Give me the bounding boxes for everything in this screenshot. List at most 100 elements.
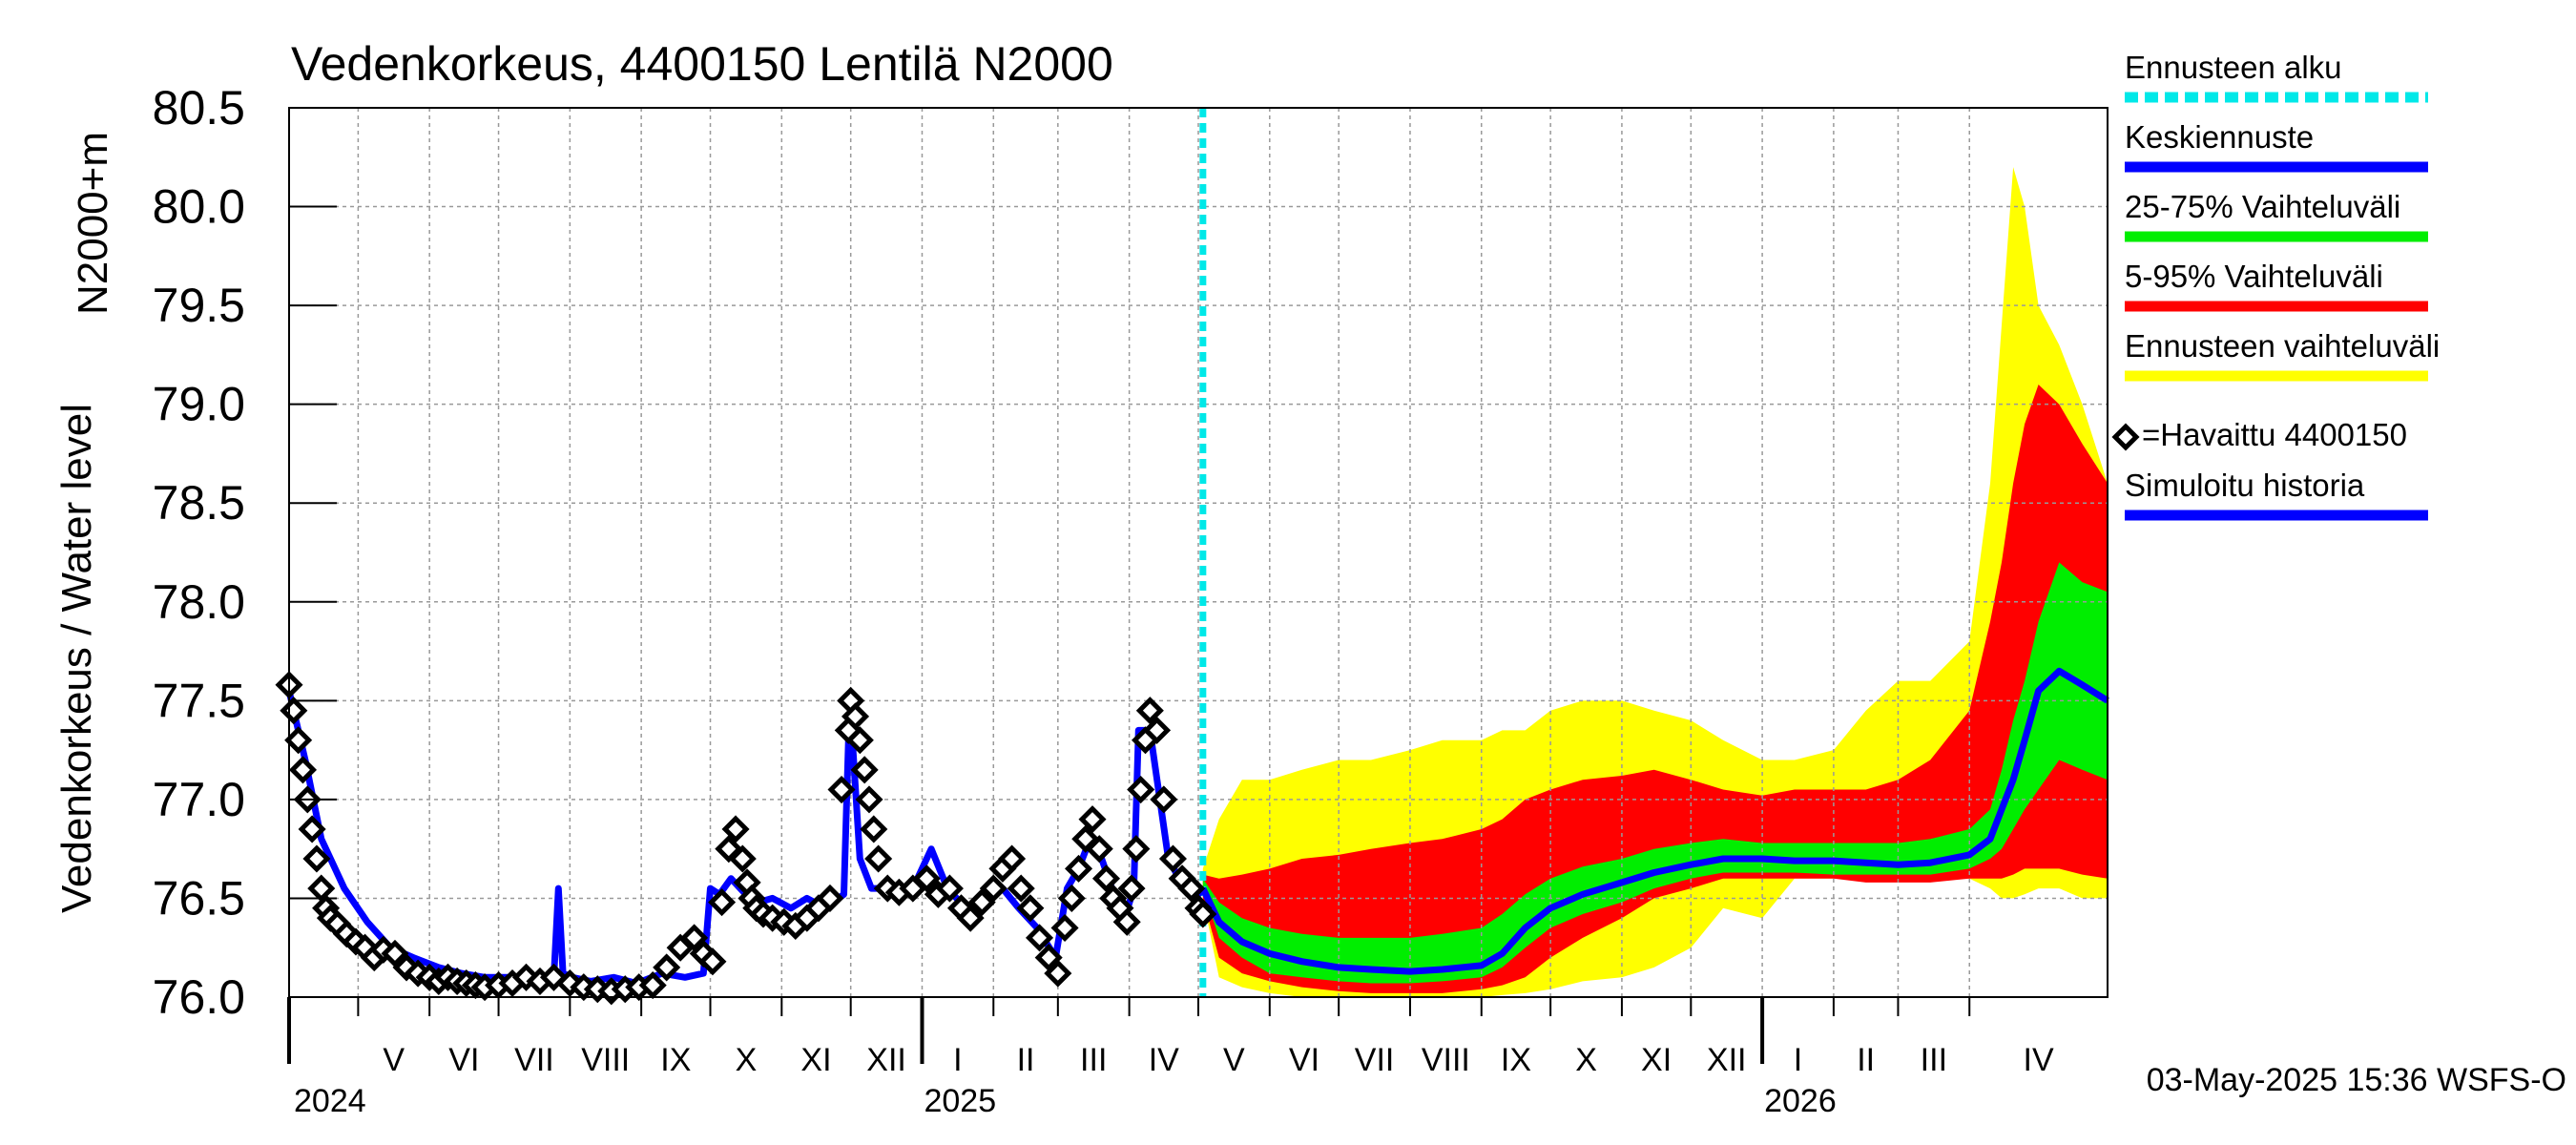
month-label-14: VII [1355, 1042, 1395, 1078]
observed-point [956, 904, 985, 932]
observed-point [845, 726, 874, 755]
month-label-6: XI [800, 1042, 831, 1078]
month-label-15: VIII [1422, 1042, 1470, 1078]
observed-point [912, 864, 941, 893]
y-axis-label-unit: N2000+m [70, 132, 116, 315]
month-label-7: XII [866, 1042, 906, 1078]
observed-point [1122, 835, 1151, 864]
month-label-10: III [1080, 1042, 1107, 1078]
footer-timestamp: 03-May-2025 15:36 WSFS-O [2147, 1062, 2566, 1098]
year-label-1: 2025 [924, 1083, 996, 1119]
observed-point [841, 702, 870, 731]
observed-point [1177, 874, 1206, 903]
legend-item-label-0: Ennusteen alku [2125, 50, 2342, 85]
y-tick-label-6: 77.5 [153, 674, 245, 727]
month-label-5: X [736, 1042, 758, 1078]
observed-point [1034, 944, 1063, 972]
observed-point [855, 785, 883, 814]
observed-point [1016, 894, 1045, 923]
observed-point [728, 844, 757, 873]
y-tick-label-7: 77.0 [153, 773, 245, 826]
observed-point [280, 697, 308, 725]
observed-point [1007, 874, 1035, 903]
month-label-23: IV [2024, 1042, 2054, 1078]
legend: Ennusteen alku Keskiennuste 25-75% Vaihtel… [2111, 50, 2440, 521]
month-label-20: I [1794, 1042, 1802, 1078]
observed-point [979, 874, 1008, 903]
month-label-17: X [1575, 1042, 1597, 1078]
observed-point [967, 888, 996, 917]
observed-point [935, 874, 964, 903]
observed-point [381, 939, 409, 968]
band-25-75 [1202, 562, 2108, 984]
observed-point [680, 924, 709, 952]
month-label-2: VII [514, 1042, 554, 1078]
y-tick-label-4: 78.5 [153, 476, 245, 530]
observed-point [1112, 907, 1141, 936]
month-label-12: V [1223, 1042, 1245, 1078]
observed-point [1158, 844, 1187, 873]
observed-point [307, 874, 336, 903]
month-label-21: II [1857, 1042, 1875, 1078]
observed-point [1044, 959, 1072, 988]
plot-area [275, 107, 2109, 1006]
month-label-11: IV [1149, 1042, 1179, 1078]
observed-point [1135, 697, 1164, 725]
year-label-0: 2024 [294, 1083, 366, 1119]
observed-point [1057, 884, 1086, 912]
observed-point [1143, 716, 1172, 744]
month-label-1: VI [448, 1042, 479, 1078]
legend-item-label-1: Keskiennuste [2125, 119, 2314, 155]
y-tick-label-0: 80.5 [153, 81, 245, 135]
observed-point [284, 726, 313, 755]
legend-item-label-2: 25-75% Vaihteluväli [2125, 189, 2400, 224]
observed-point [302, 844, 331, 873]
observed-point [653, 953, 681, 982]
observed-markers [275, 671, 1217, 1006]
observed-point [860, 815, 888, 843]
y-tick-label-2: 79.5 [153, 279, 245, 332]
year-label-2: 2026 [1764, 1083, 1837, 1119]
month-label-0: V [383, 1042, 405, 1078]
observed-point [1189, 900, 1217, 928]
month-label-13: VI [1289, 1042, 1319, 1078]
month-label-18: XI [1641, 1042, 1672, 1078]
observed-point [288, 756, 318, 784]
y-tick-label-3: 79.0 [153, 378, 245, 431]
observed-point [721, 815, 750, 843]
observed-point [1150, 785, 1178, 814]
legend-observed-marker [2111, 423, 2140, 451]
observed-point [1117, 874, 1146, 903]
month-label-8: I [953, 1042, 962, 1078]
observed-point [816, 884, 844, 912]
observed-point [1065, 854, 1093, 883]
forecast-bands [1202, 167, 2108, 998]
month-label-3: VIII [581, 1042, 630, 1078]
month-label-19: XII [1707, 1042, 1747, 1078]
observed-point [638, 971, 667, 1000]
month-label-22: III [1921, 1042, 1947, 1078]
y-axis-label: Vedenkorkeus / Water level [53, 404, 100, 913]
y-tick-label-9: 76.0 [153, 970, 245, 1024]
observed-point [1025, 924, 1054, 952]
band-5-95 [1202, 385, 2108, 993]
observed-point [1050, 913, 1079, 943]
x-axis: V VI VII VIII IX X XI XII I II III IV V VI VII VIII IX X X… [287, 997, 2054, 1119]
observed-point [1078, 805, 1107, 834]
chart-title: Vedenkorkeus, 4400150 Lentilä N2000 [291, 37, 1113, 91]
legend-item-label-6: Simuloitu historia [2125, 468, 2365, 503]
observed-point [998, 844, 1027, 873]
series-line-2 [1199, 667, 2109, 975]
observed-point [864, 844, 893, 873]
y-tick-label-5: 78.0 [153, 575, 245, 629]
y-axis: 80.5 80.0 79.5 79.0 78.5 78.0 77.5 77.0 76.5 76.0 [153, 81, 337, 1024]
observed-point [1127, 775, 1155, 804]
y-tick-label-8: 76.5 [153, 871, 245, 925]
legend-item-label-4: Ennusteen vaihteluväli [2125, 328, 2440, 364]
observed-point [708, 888, 737, 917]
y-tick-label-1: 80.0 [153, 180, 245, 234]
observed-point [298, 815, 326, 843]
observed-point [1085, 835, 1113, 864]
month-label-9: II [1017, 1042, 1035, 1078]
